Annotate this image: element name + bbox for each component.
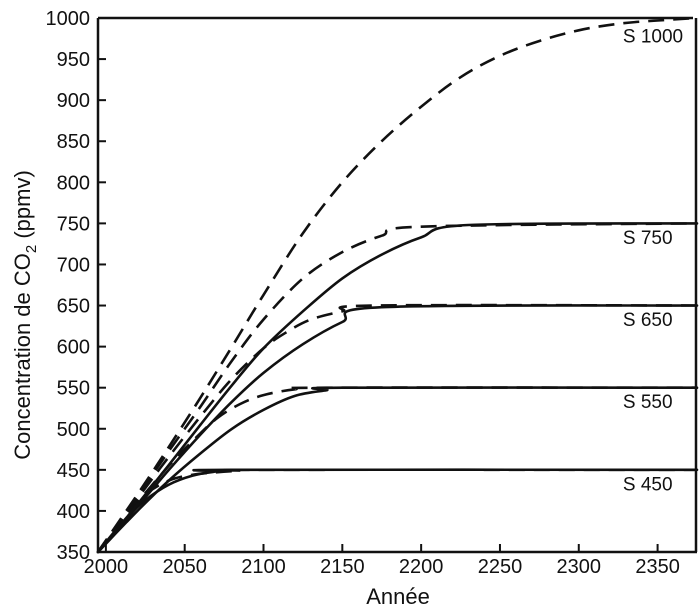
series-s-450-dashed-line [96,468,698,553]
x-tick-label: 2200 [399,556,444,578]
x-tick-label: 2000 [84,556,129,578]
x-tick-label: 2150 [320,556,365,578]
y-tick-label: 350 [57,542,90,564]
y-tick-label: 400 [57,501,90,523]
series-s-750-dashed-line [96,222,698,553]
axes: 350 400 450 500 550 600 650 700 750 800 850 900 950 1… [46,8,698,578]
label-s-650: S 650 [623,310,673,331]
y-tick-label: 950 [57,49,90,71]
y-tick-label: 500 [57,419,90,441]
y-tick-label: 750 [57,213,90,235]
y-tick-label: 1000 [46,8,91,30]
y-tick-label: 650 [57,296,90,318]
series-curves [96,16,699,554]
y-tick-label: 900 [57,90,90,112]
x-tick-label: 2350 [635,556,680,578]
y-axis-label: Concentration de CO2 (ppmv) [10,170,40,460]
y-tick-label: 450 [57,460,90,482]
series-labels: S 1000 S 750 S 650 S 550 S 450 [623,27,683,496]
y-tick-label: 850 [57,131,90,153]
axis-frame [96,18,697,554]
series-s-1000-dashed-line [96,16,698,553]
series-s-650-dashed-line [96,303,698,553]
x-axis-label: Année [366,584,430,609]
series-s-450-solid-line [96,468,699,554]
label-s-750: S 750 [623,228,673,249]
y-axis-label-subscript: 2 [23,245,40,253]
x-tick-label: 2300 [557,556,602,578]
x-tick-label: 2050 [162,556,207,578]
y-tick-label: 800 [57,172,90,194]
y-tick-label: 600 [57,337,90,359]
x-tick-label: 2250 [478,556,523,578]
y-tick-label: 700 [57,254,90,276]
x-tick-label: 2100 [241,556,286,578]
y-axis-label-main: Concentration de CO [10,253,35,460]
y-axis-label-unit: (ppmv) [10,170,35,245]
series-s-650-solid-line [96,304,699,554]
label-s-450: S 450 [623,474,673,495]
label-s-1000: S 1000 [623,27,683,48]
y-tick-label: 550 [57,378,90,400]
label-s-550: S 550 [623,392,673,413]
